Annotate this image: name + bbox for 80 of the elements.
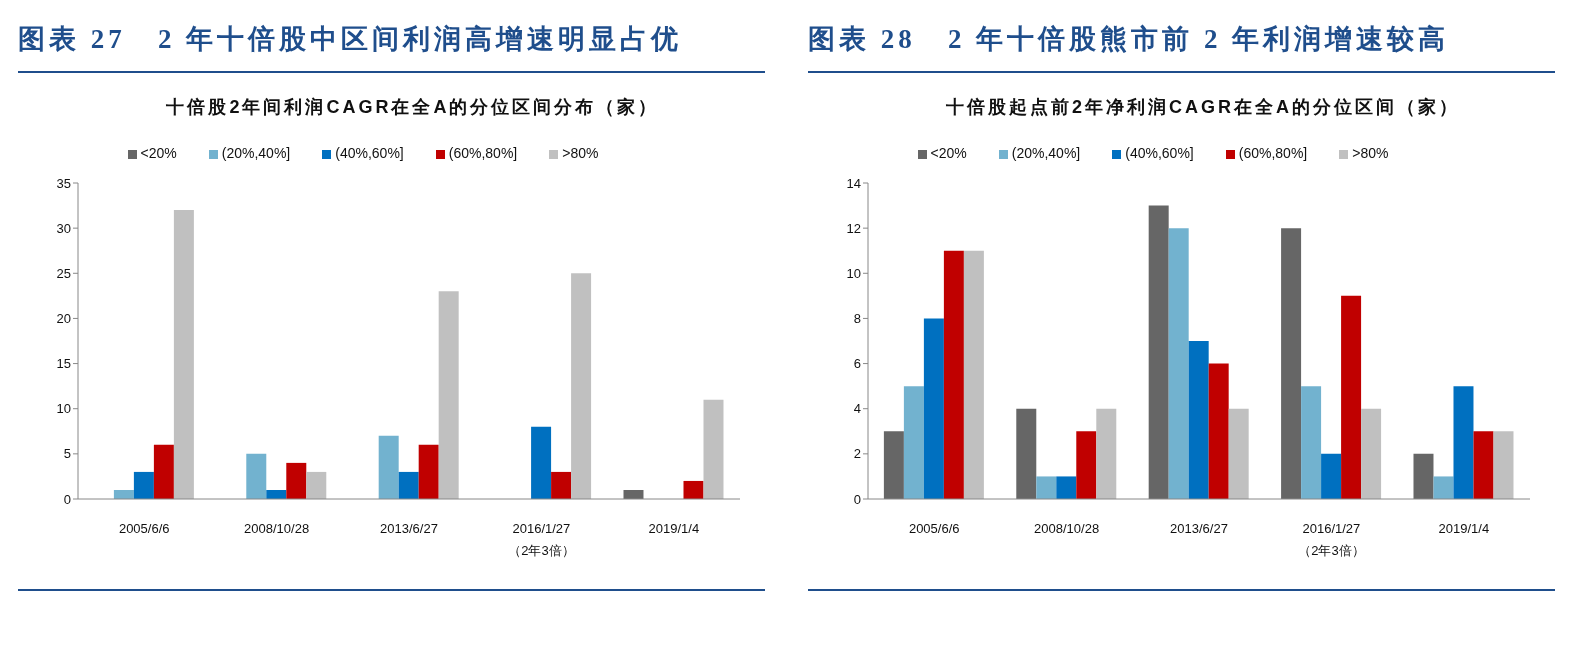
bar [153,444,174,499]
bar [306,471,327,499]
chart-subtitle: 十倍股2年间利润CAGR在全A的分位区间分布（家） [165,96,661,119]
y-tick-label: 12 [846,220,861,236]
legend-label: <20% [140,145,177,161]
bar [1413,453,1434,499]
x-tick-label: 2019/1/4 [648,521,700,536]
bar [1473,431,1494,499]
y-tick-label: 30 [56,220,71,236]
legend-label: (60%,80%] [1238,145,1308,161]
bar [1096,408,1117,499]
legend-label: >80% [562,145,599,161]
legend-label: >80% [1352,145,1389,161]
bar [173,210,194,499]
bar [1056,476,1077,499]
bar [571,273,592,499]
y-tick-label: 10 [56,401,71,417]
bar [438,291,459,499]
x-tick-label: 2005/6/6 [908,521,960,536]
bar [286,462,307,499]
bar [1188,341,1209,499]
legend-label: <20% [930,145,967,161]
bar [683,480,704,499]
chart-title: 图表 28 2 年十倍股熊市前 2 年利润增速较高 [808,23,1450,56]
x-tick-label: 2008/10/28 [244,521,310,536]
x-tick-label: 2019/1/4 [1438,521,1490,536]
bar [133,471,154,499]
bar [531,426,552,499]
bar [1301,386,1322,499]
legend-label: (60%,80%] [448,145,518,161]
bar [963,250,984,499]
x-tick-label: 2005/6/6 [118,521,170,536]
chart-subtitle: 十倍股起点前2年净利润CAGR在全A的分位区间（家） [945,96,1461,119]
bar [1433,476,1454,499]
bar [418,444,439,499]
y-tick-label: 4 [853,401,861,417]
bar [1361,408,1382,499]
y-tick-label: 35 [56,175,71,191]
y-tick-label: 8 [853,311,861,327]
x-tick-label: 2013/6/27 [380,521,438,536]
bar [1321,453,1342,499]
bar [883,431,904,499]
bar [1493,431,1514,499]
bar [1281,228,1302,499]
x-tick-label: 2013/6/27 [1170,521,1228,536]
bar [1228,408,1249,499]
bar [1341,295,1362,499]
x-tick-label: 2016/1/27 （2年3倍） [1298,521,1365,558]
legend-label: (40%,60%] [1125,145,1194,161]
bar [1036,476,1057,499]
bar [551,471,572,499]
bar [1168,228,1189,499]
bar [246,453,267,499]
y-tick-label: 2 [853,446,861,462]
y-tick-label: 20 [56,311,71,327]
bar [378,435,399,499]
bar [1148,205,1169,499]
bar [943,250,964,499]
bar [1016,408,1037,499]
bar [703,399,724,499]
bar [903,386,924,499]
bar [1208,363,1229,499]
bar [1076,431,1097,499]
legend-label: (20%,40%] [221,145,291,161]
y-tick-label: 10 [846,265,861,281]
y-tick-label: 5 [63,446,71,462]
chart-title: 图表 27 2 年十倍股中区间利润高增速明显占优 [18,23,683,56]
y-tick-label: 6 [853,356,861,372]
y-tick-label: 15 [56,356,71,372]
legend-label: (40%,60%] [335,145,404,161]
legend-label: (20%,40%] [1011,145,1081,161]
bar [923,318,944,499]
y-tick-label: 0 [63,491,71,507]
y-tick-label: 0 [853,491,861,507]
y-tick-label: 25 [56,265,71,281]
bar [1453,386,1474,499]
bar [398,471,419,499]
y-tick-label: 14 [846,175,861,191]
x-tick-label: 2008/10/28 [1034,521,1100,536]
x-tick-label: 2016/1/27 （2年3倍） [508,521,575,558]
